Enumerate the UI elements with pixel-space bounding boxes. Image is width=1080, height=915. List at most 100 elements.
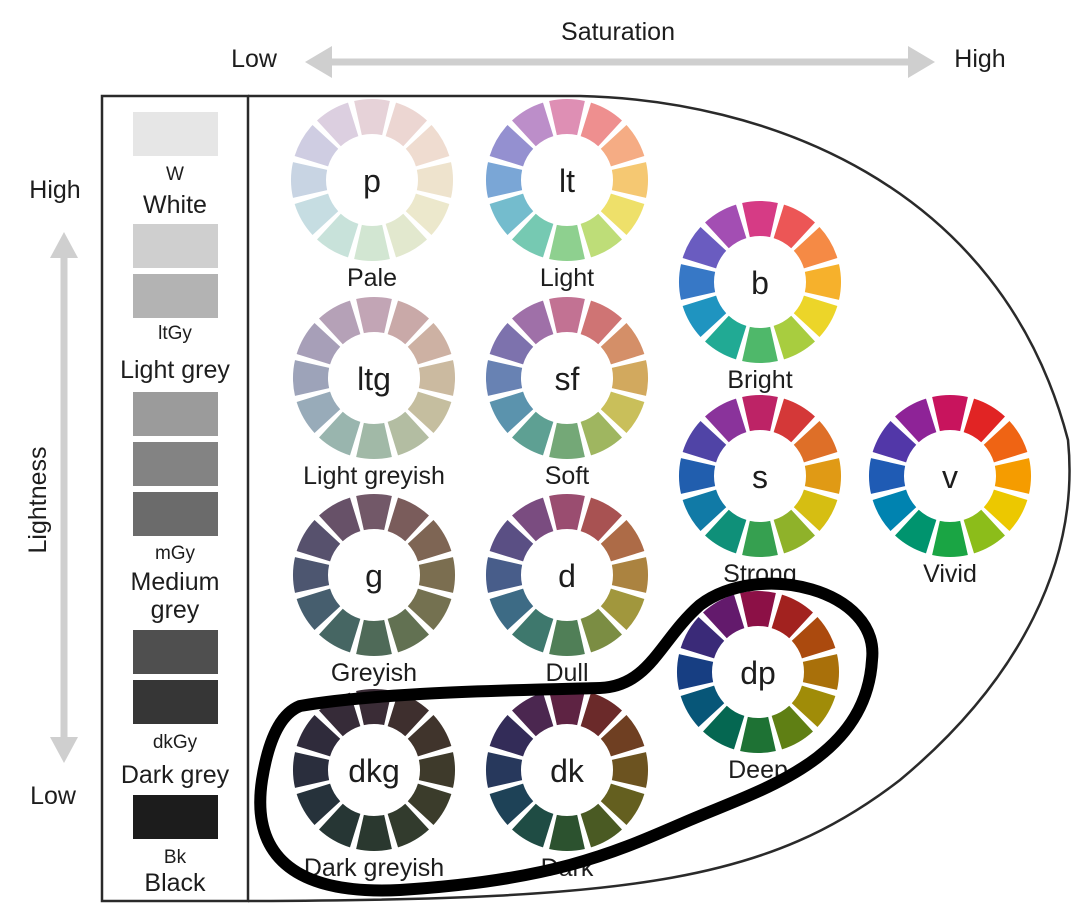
wheel-segment <box>512 497 554 542</box>
wheel-segment <box>294 193 339 235</box>
wheel-segment <box>793 295 838 337</box>
neutral-name-dark-grey: Dark grey <box>121 761 230 789</box>
wheel-segment <box>356 814 392 852</box>
wheel-segment <box>869 458 906 494</box>
wheel-segment <box>872 421 917 463</box>
wheel-segment <box>742 201 778 238</box>
wheel-segment <box>963 398 1005 443</box>
wheel-segment <box>678 458 716 494</box>
tone-name-dkg: Dark greyish <box>304 854 444 882</box>
wheel-segment <box>486 752 523 788</box>
wheel-segment <box>489 125 534 167</box>
tone-name-g: Greyish <box>331 659 417 687</box>
wheel-segment <box>296 783 341 825</box>
wheel-segment <box>703 594 745 639</box>
wheel-segment <box>682 227 727 269</box>
wheel-segment <box>600 193 645 235</box>
wheel-segment <box>489 323 534 365</box>
wheel-segment <box>703 705 745 750</box>
wheel-segment <box>489 588 534 630</box>
wheel-segment <box>294 125 339 167</box>
tone-name-sf: Soft <box>545 462 590 490</box>
wheel-segment <box>387 692 429 737</box>
tone-code-dk: dk <box>550 753 585 789</box>
wheel-segment <box>407 715 452 757</box>
wheel-segment <box>549 98 585 136</box>
swatch-medium-grey-1 <box>133 392 218 436</box>
neutral-scale: W White ltGy Light grey mGy Medium grey … <box>120 112 230 897</box>
tone-wheel-g: g Greyish <box>293 494 455 687</box>
wheel-segment <box>773 509 815 554</box>
swatch-light-grey-1 <box>133 224 218 268</box>
wheel-segment <box>317 213 359 258</box>
tone-wheel-dkg: dkg Dark greyish <box>293 689 455 882</box>
neutral-code-medium-grey: mGy <box>155 543 196 564</box>
wheel-segment <box>600 323 645 365</box>
wheel-segment <box>611 752 648 788</box>
wheel-segment <box>773 204 815 249</box>
wheel-segment <box>677 654 714 690</box>
wheel-segment <box>319 300 361 345</box>
wheel-segment <box>489 520 534 562</box>
wheel-segment <box>580 497 622 542</box>
wheel-segment <box>932 395 968 432</box>
wheel-segment <box>580 803 622 848</box>
lightness-axis: Lightness High Low <box>24 176 81 810</box>
wheel-segment <box>296 588 341 630</box>
neutral-name-black: Black <box>144 869 206 897</box>
tone-code-sf: sf <box>555 361 580 397</box>
tone-name-ltg: Light greyish <box>303 462 445 490</box>
wheel-segment <box>549 689 585 726</box>
wheel-segment <box>407 323 452 365</box>
wheel-segment <box>405 193 450 235</box>
wheel-segment <box>872 489 917 531</box>
wheel-segment <box>791 685 836 727</box>
wheel-segment <box>407 783 452 825</box>
wheel-segment <box>296 520 341 562</box>
wheel-segment <box>580 300 622 345</box>
wheel-segment <box>983 489 1028 531</box>
tone-wheel-d: d Dull <box>486 494 648 687</box>
wheel-segment <box>512 300 554 345</box>
wheel-segment <box>611 360 649 396</box>
wheel-segment <box>489 193 534 235</box>
neutral-code-white: W <box>166 164 184 185</box>
wheel-segment <box>682 295 727 337</box>
tone-wheel-b: b Bright <box>678 201 842 394</box>
tone-code-g: g <box>365 558 383 594</box>
wheel-segment <box>296 323 341 365</box>
wheel-segment <box>742 395 778 432</box>
wheel-segment <box>740 591 776 628</box>
wheel-segment <box>600 715 645 757</box>
wheel-segment <box>549 494 585 531</box>
wheel-segment <box>385 213 427 258</box>
wheel-segment <box>793 489 838 531</box>
wheel-segment <box>705 204 747 249</box>
wheel-segment <box>489 715 534 757</box>
wheel-segment <box>740 716 776 753</box>
wheel-segment <box>319 608 361 653</box>
wheel-segment <box>773 315 815 360</box>
lightness-low-label: Low <box>30 782 77 810</box>
wheel-segment <box>319 497 361 542</box>
wheel-segment <box>512 803 554 848</box>
neutral-code-dark-grey: dkGy <box>153 732 198 753</box>
swatch-dark-grey-1 <box>133 630 218 674</box>
tone-code-p: p <box>363 163 381 199</box>
wheel-segment <box>317 102 359 147</box>
wheel-segment <box>418 752 455 788</box>
wheel-segment <box>319 803 361 848</box>
wheel-segment <box>963 509 1005 554</box>
wheel-segment <box>600 588 645 630</box>
wheel-segment <box>611 557 648 593</box>
wheel-segment <box>742 520 778 558</box>
tone-region-outline <box>247 94 1071 903</box>
swatch-medium-grey-2 <box>133 442 218 486</box>
wheel-segment <box>994 458 1031 494</box>
wheel-segment <box>489 391 534 433</box>
wheel-segment <box>549 814 585 851</box>
wheel-segment <box>356 422 392 459</box>
tone-code-d: d <box>558 558 576 594</box>
